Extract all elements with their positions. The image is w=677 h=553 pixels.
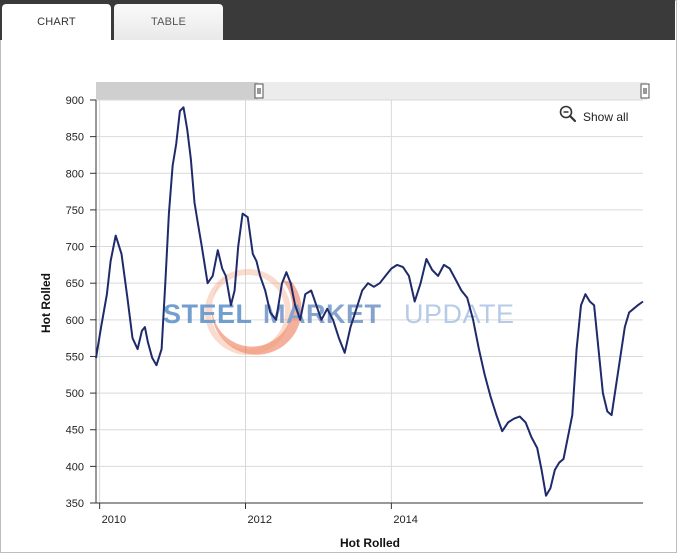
x-tick-labels: 2010 2012 2014: [102, 514, 418, 526]
tab-table[interactable]: TABLE: [114, 4, 223, 40]
y-tick-label: 600: [66, 315, 84, 327]
y-tick-label: 550: [66, 351, 84, 363]
show-all-label: Show all: [583, 110, 628, 124]
y-tick-label: 650: [66, 278, 84, 290]
x-axis-title: Hot Rolled: [340, 536, 400, 550]
y-tick-label: 700: [66, 242, 84, 254]
watermark-word-update: UPDATE: [404, 299, 515, 329]
steel-market-update-watermark: STEEL MARKET UPDATE: [163, 269, 515, 355]
axes: [90, 99, 643, 509]
hot-rolled-line-chart: STEEL MARKET UPDATE 350 400 450 500 550 600 65…: [39, 82, 650, 550]
y-tick-label: 750: [66, 205, 84, 217]
y-tick-labels: 350 400 450 500 550 600 650 700 750 800 850 900: [66, 95, 84, 510]
y-tick-label: 900: [66, 95, 84, 107]
watermark-word-market: MARKET: [263, 299, 382, 329]
tab-chart[interactable]: CHART: [2, 4, 111, 40]
x-tick-label: 2010: [102, 514, 126, 526]
y-tick-label: 500: [66, 388, 84, 400]
zoom-out-magnifier-icon: [559, 105, 577, 123]
navigator-selected-range[interactable]: [96, 82, 258, 100]
chart-area: STEEL MARKET UPDATE 350 400 450 500 550 600 65…: [0, 40, 677, 553]
x-tick-label: 2012: [248, 514, 272, 526]
y-axis-title: Hot Rolled: [39, 273, 53, 333]
show-all-button[interactable]: Show all: [559, 105, 629, 125]
x-tick-label: 2014: [393, 514, 417, 526]
navigator-right-handle[interactable]: [640, 83, 650, 99]
y-tick-label: 400: [66, 461, 84, 473]
y-tick-label: 350: [66, 498, 84, 510]
series-line-hot-rolled: [95, 106, 644, 497]
watermark-swirl-ring: [205, 269, 291, 355]
y-tick-label: 850: [66, 132, 84, 144]
watermark-word-steel: STEEL: [163, 299, 253, 329]
y-tick-label: 450: [66, 425, 84, 437]
tab-bar: CHART TABLE: [0, 0, 675, 40]
navigator-left-handle[interactable]: [254, 83, 264, 99]
y-tick-label: 800: [66, 168, 84, 180]
